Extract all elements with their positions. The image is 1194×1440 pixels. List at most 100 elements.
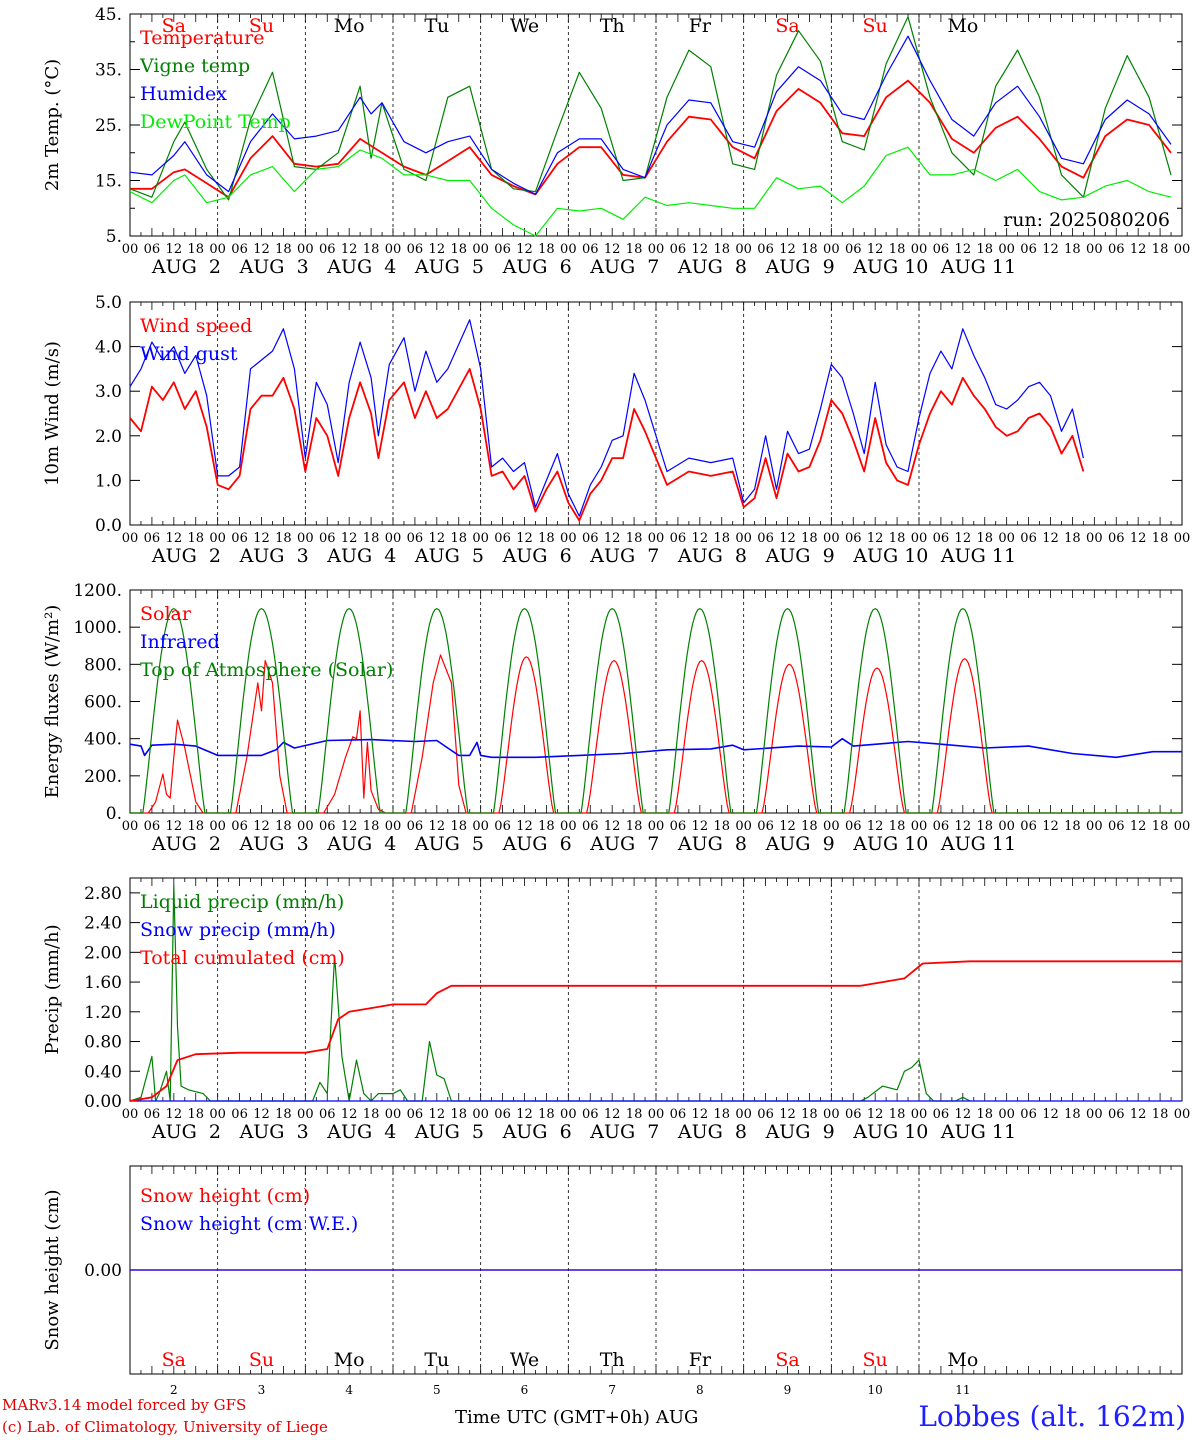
day-number-label: 6 — [521, 1383, 529, 1397]
date-label: AUG 9 — [765, 545, 835, 567]
date-label: AUG 4 — [326, 545, 396, 567]
hour-tick-label: 18 — [713, 819, 730, 834]
hour-tick-label: 12 — [429, 531, 446, 546]
hour-tick-label: 18 — [1064, 819, 1081, 834]
weekday-label: Tu — [424, 1349, 449, 1371]
panel-4: 0.00 0.40 0.80 1.20 1.60 2.00 2.40 2.80 Precip (… — [42, 877, 1190, 1143]
hour-tick-label: 12 — [779, 242, 796, 257]
hour-tick-label: 00 — [1086, 1107, 1103, 1122]
hour-tick-label: 06 — [670, 819, 687, 834]
date-label: AUG 10 — [852, 833, 928, 855]
series-line — [129, 146, 1172, 237]
hour-tick-label: 06 — [1020, 531, 1037, 546]
hour-tick-label: 18 — [801, 242, 818, 257]
hour-tick-label: 00 — [1086, 819, 1103, 834]
y-tick-label: 200. — [84, 767, 122, 787]
y-tick-label: 1000. — [73, 618, 122, 638]
hour-tick-label: 12 — [604, 531, 621, 546]
hour-tick-label: 18 — [713, 1107, 730, 1122]
date-label: AUG 10 — [852, 545, 928, 567]
hour-tick-label: 06 — [407, 242, 424, 257]
date-label: AUG 10 — [852, 256, 928, 278]
hour-tick-label: 12 — [1130, 242, 1147, 257]
hour-tick-label: 18 — [275, 819, 292, 834]
hour-tick-label: 12 — [341, 1107, 358, 1122]
hour-tick-label: 18 — [889, 242, 906, 257]
hour-tick-label: 18 — [363, 242, 380, 257]
hour-tick-label: 06 — [144, 242, 161, 257]
date-label: AUG 7 — [589, 545, 659, 567]
date-label: AUG 2 — [151, 1121, 221, 1143]
y-tick-label: 1.60 — [84, 973, 122, 993]
hour-tick-label: 12 — [429, 819, 446, 834]
hour-tick-label: 06 — [231, 531, 248, 546]
date-label: AUG 9 — [765, 256, 835, 278]
hour-tick-label: 18 — [713, 531, 730, 546]
hour-tick-label: 00 — [823, 531, 840, 546]
weekday-label: Mo — [334, 1349, 365, 1371]
hour-tick-label: 06 — [319, 819, 336, 834]
date-label: AUG 4 — [326, 256, 396, 278]
hour-tick-label: 00 — [735, 242, 752, 257]
hour-tick-label: 18 — [801, 819, 818, 834]
y-tick-label: 0.0 — [95, 516, 122, 536]
hour-tick-label: 06 — [933, 1107, 950, 1122]
day-number-label: 5 — [433, 1383, 441, 1397]
hour-tick-label: 00 — [472, 531, 489, 546]
hour-tick-label: 00 — [209, 242, 226, 257]
hour-tick-label: 06 — [933, 242, 950, 257]
legend-entry: Snow height (cm W.E.) — [140, 1213, 358, 1235]
hour-tick-label: 06 — [407, 531, 424, 546]
date-label: AUG 7 — [589, 1121, 659, 1143]
x-axis-month: AUG — [655, 1407, 699, 1428]
weekday-label: Mo — [947, 1349, 978, 1371]
hour-tick-label: 06 — [407, 1107, 424, 1122]
hour-tick-label: 18 — [626, 242, 643, 257]
hour-tick-label: 06 — [757, 242, 774, 257]
weekday-label: We — [510, 15, 539, 37]
hour-tick-label: 06 — [933, 531, 950, 546]
panel-2: 0.0 1.0 2.0 3.0 4.0 5.0 10m Wind (m/s) 00 06 12 18… — [42, 293, 1190, 567]
hour-tick-label: 18 — [801, 531, 818, 546]
hour-tick-label: 18 — [538, 1107, 555, 1122]
hour-tick-label: 12 — [692, 531, 709, 546]
hour-tick-label: 00 — [209, 531, 226, 546]
date-label: AUG 6 — [502, 256, 572, 278]
legend-entry: Total cumulated (cm) — [140, 947, 345, 969]
hour-tick-label: 06 — [494, 531, 511, 546]
weekday-label: Sa — [162, 1349, 186, 1371]
date-label: AUG 4 — [326, 833, 396, 855]
hour-tick-label: 06 — [670, 242, 687, 257]
hour-tick-label: 06 — [319, 242, 336, 257]
y-tick-label: 15. — [95, 172, 122, 192]
hour-tick-label: 00 — [209, 819, 226, 834]
hour-tick-label: 06 — [582, 531, 599, 546]
hour-tick-label: 06 — [1108, 242, 1125, 257]
hour-tick-label: 12 — [166, 242, 183, 257]
hour-tick-label: 06 — [845, 1107, 862, 1122]
date-label: AUG 11 — [940, 833, 1016, 855]
day-number-label: 3 — [258, 1383, 266, 1397]
series-line — [129, 368, 1085, 522]
y-tick-label: 0.00 — [84, 1092, 122, 1112]
hour-tick-label: 00 — [122, 819, 139, 834]
hour-tick-label: 00 — [297, 531, 314, 546]
hour-tick-label: 06 — [1020, 819, 1037, 834]
hour-tick-label: 06 — [582, 819, 599, 834]
y-tick-label: 0.80 — [84, 1033, 122, 1053]
y-axis-title: Snow height (cm) — [42, 1189, 63, 1350]
hour-tick-label: 00 — [998, 1107, 1015, 1122]
y-tick-label: 400. — [84, 730, 122, 750]
hour-tick-label: 12 — [1130, 531, 1147, 546]
hour-tick-label: 00 — [648, 1107, 665, 1122]
hour-tick-label: 18 — [450, 819, 467, 834]
hour-tick-label: 06 — [407, 819, 424, 834]
hour-tick-label: 18 — [187, 819, 204, 834]
hour-tick-label: 18 — [363, 1107, 380, 1122]
y-tick-label: 1.0 — [95, 471, 122, 491]
hour-tick-label: 00 — [385, 531, 402, 546]
y-tick-label: 800. — [84, 655, 122, 675]
weekday-label: Su — [863, 15, 888, 37]
panel-1: 5. 15. 25. 35. 45. 2m Temp. (°C) 00 06 12 18 00 06 1… — [42, 5, 1190, 278]
